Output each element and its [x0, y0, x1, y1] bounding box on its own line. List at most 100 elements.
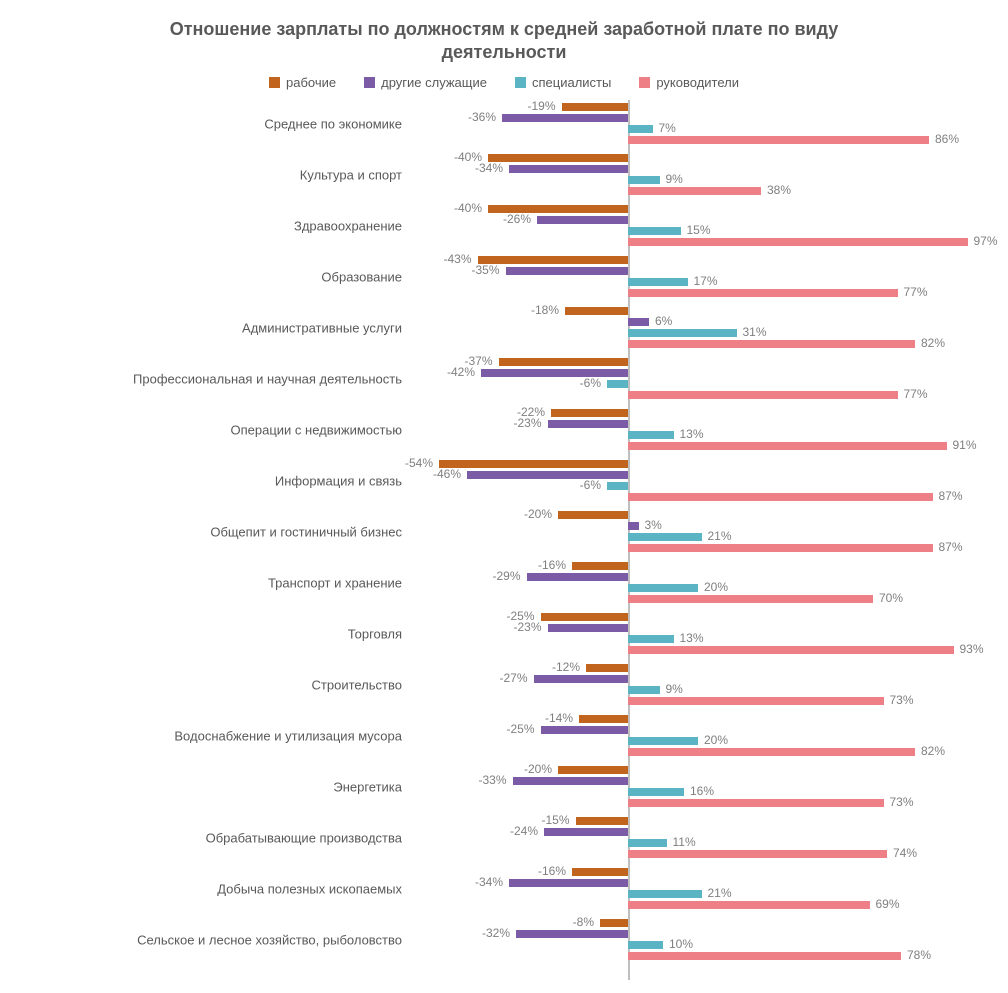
bar-value-workers: -20%	[524, 762, 552, 776]
category-label: Обрабатывающие производства	[20, 830, 410, 845]
bar-value-managers: 86%	[935, 132, 959, 146]
bar-other	[534, 675, 629, 683]
legend-swatch-workers	[269, 77, 280, 88]
bar-specialists	[628, 533, 702, 541]
bar-other	[513, 777, 629, 785]
bar-value-managers: 97%	[974, 234, 998, 248]
bar-value-specialists: 20%	[704, 580, 728, 594]
bar-value-workers: -14%	[545, 711, 573, 725]
bar-value-specialists: 13%	[680, 631, 704, 645]
bar-workers	[488, 154, 628, 162]
category-label: Сельское и лесное хозяйство, рыболовство	[20, 932, 410, 947]
bar-specialists	[628, 635, 674, 643]
category-row: Среднее по экономике-19%-36%7%86%	[20, 100, 988, 148]
bar-value-specialists: 16%	[690, 784, 714, 798]
bar-managers	[628, 391, 898, 399]
bar-specialists	[628, 686, 660, 694]
bar-workers	[579, 715, 628, 723]
bar-workers	[478, 256, 629, 264]
legend-label-other: другие служащие	[381, 75, 487, 90]
category-row: Образование-43%-35%17%77%	[20, 253, 988, 301]
bar-managers	[628, 748, 915, 756]
bar-value-workers: -54%	[405, 456, 433, 470]
category-label: Образование	[20, 269, 410, 284]
bar-specialists	[607, 380, 628, 388]
bar-value-other: -23%	[513, 416, 541, 430]
bar-workers	[558, 766, 628, 774]
bar-managers	[628, 340, 915, 348]
bar-value-specialists: 9%	[666, 172, 683, 186]
bar-value-other: -23%	[513, 620, 541, 634]
category-label: Культура и спорт	[20, 167, 410, 182]
bar-other	[527, 573, 629, 581]
category-label: Энергетика	[20, 779, 410, 794]
salary-ratio-chart: Отношение зарплаты по должностям к средн…	[0, 0, 1008, 993]
bar-specialists	[628, 329, 737, 337]
bar-value-other: -36%	[468, 110, 496, 124]
bar-value-specialists: 9%	[666, 682, 683, 696]
bar-value-workers: -20%	[524, 507, 552, 521]
bar-workers	[586, 664, 628, 672]
bar-value-other: -34%	[475, 875, 503, 889]
legend-label-specialists: специалисты	[532, 75, 611, 90]
bar-value-workers: -16%	[538, 558, 566, 572]
bar-value-other: -24%	[510, 824, 538, 838]
bar-specialists	[628, 584, 698, 592]
bar-value-managers: 87%	[939, 540, 963, 554]
category-row: Строительство-12%-27%9%73%	[20, 661, 988, 709]
category-row: Сельское и лесное хозяйство, рыболовство…	[20, 916, 988, 964]
bar-value-managers: 73%	[890, 795, 914, 809]
legend-swatch-managers	[639, 77, 650, 88]
category-row: Обрабатывающие производства-15%-24%11%74…	[20, 814, 988, 862]
bar-value-other: -42%	[447, 365, 475, 379]
category-label: Информация и связь	[20, 473, 410, 488]
bar-value-specialists: 11%	[673, 835, 696, 849]
category-row: Культура и спорт-40%-34%9%38%	[20, 151, 988, 199]
bar-other	[506, 267, 629, 275]
bar-value-other: -27%	[499, 671, 527, 685]
category-label: Водоснабжение и утилизация мусора	[20, 728, 410, 743]
legend-swatch-other	[364, 77, 375, 88]
category-label: Общепит и гостиничный бизнес	[20, 524, 410, 539]
bar-value-other: -33%	[478, 773, 506, 787]
bar-value-managers: 87%	[939, 489, 963, 503]
bar-value-specialists: -6%	[580, 376, 601, 390]
bar-managers	[628, 238, 968, 246]
bar-value-other: 6%	[655, 314, 672, 328]
bar-value-managers: 91%	[953, 438, 977, 452]
legend-item-specialists: специалисты	[515, 75, 611, 90]
bar-value-other: -34%	[475, 161, 503, 175]
bar-other	[509, 165, 628, 173]
bar-value-workers: -15%	[541, 813, 569, 827]
bar-value-managers: 73%	[890, 693, 914, 707]
bar-value-specialists: 13%	[680, 427, 704, 441]
bar-specialists	[628, 278, 688, 286]
chart-legend: рабочие другие служащие специалисты руко…	[20, 75, 988, 90]
legend-item-managers: руководители	[639, 75, 739, 90]
bar-other	[544, 828, 628, 836]
bar-value-specialists: 31%	[743, 325, 767, 339]
bar-specialists	[628, 941, 663, 949]
category-row: Общепит и гостиничный бизнес-20%3%21%87%	[20, 508, 988, 556]
bar-specialists	[628, 839, 667, 847]
bar-workers	[600, 919, 628, 927]
legend-item-other: другие служащие	[364, 75, 487, 90]
bar-managers	[628, 799, 884, 807]
bar-value-workers: -16%	[538, 864, 566, 878]
bar-managers	[628, 289, 898, 297]
category-row: Операции с недвижимостью-22%-23%13%91%	[20, 406, 988, 454]
bar-value-specialists: 21%	[708, 886, 732, 900]
bar-value-specialists: 20%	[704, 733, 728, 747]
bar-managers	[628, 136, 929, 144]
category-label: Операции с недвижимостью	[20, 422, 410, 437]
bar-value-managers: 82%	[921, 336, 945, 350]
bar-other	[548, 624, 629, 632]
bar-specialists	[607, 482, 628, 490]
bar-value-other: -46%	[433, 467, 461, 481]
legend-label-workers: рабочие	[286, 75, 336, 90]
bar-workers	[565, 307, 628, 315]
bar-value-specialists: 21%	[708, 529, 732, 543]
category-row: Водоснабжение и утилизация мусора-14%-25…	[20, 712, 988, 760]
bar-managers	[628, 493, 933, 501]
bar-value-workers: -12%	[552, 660, 580, 674]
